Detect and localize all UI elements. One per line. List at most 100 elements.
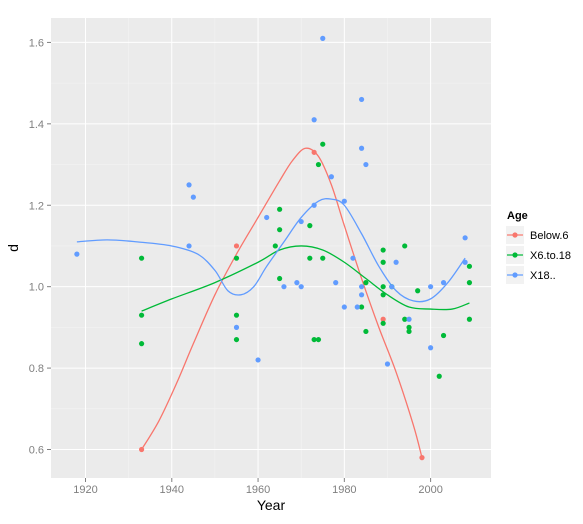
data-point-x18 (341, 198, 347, 204)
data-point-x18 (186, 243, 192, 249)
data-point-below-6 (419, 455, 425, 461)
data-point-below-6 (138, 446, 145, 453)
data-point-x6-to-18 (402, 316, 408, 322)
data-point-x18 (462, 235, 468, 241)
x-tick-label: 1980 (332, 484, 356, 496)
data-point-x18 (393, 259, 399, 265)
grid-layer (51, 18, 491, 478)
data-point-below-6 (380, 316, 386, 322)
data-point-x6-to-18 (380, 259, 386, 265)
data-point-x6-to-18 (277, 227, 283, 233)
y-tick-label: 0.8 (29, 363, 44, 375)
data-point-x6-to-18 (311, 336, 317, 343)
data-point-x6-to-18 (277, 275, 283, 282)
data-point-x6-to-18 (415, 288, 421, 294)
data-point-x6-to-18 (466, 263, 473, 269)
legend-label-x6-to-18: X6.to.18 (530, 250, 571, 262)
data-point-x18 (440, 280, 447, 286)
legend-key-point (512, 272, 518, 278)
data-point-x6-to-18 (363, 280, 369, 286)
data-point-x18 (311, 202, 317, 208)
data-point-x6-to-18 (402, 243, 408, 249)
data-point-x18 (311, 117, 317, 123)
data-point-x6-to-18 (406, 324, 412, 330)
axis-ticks: 1920 1940 1960 1980 2000 0.6 0.8 1.0 1.2 1.4 1.6 (29, 37, 443, 496)
smooth-line-below-6 (141, 147, 423, 458)
data-point-x6-to-18 (307, 223, 313, 229)
data-point-x6-to-18 (406, 328, 412, 335)
data-point-x6-to-18 (466, 316, 473, 322)
data-point-x6-to-18 (138, 255, 145, 261)
y-tick-label: 1.6 (29, 37, 44, 49)
y-axis-title: d (5, 244, 21, 252)
legend-key-point (512, 252, 518, 258)
data-point-x6-to-18 (466, 280, 473, 286)
data-point-x6-to-18 (380, 247, 386, 253)
x-tick-label: 1920 (73, 484, 97, 496)
data-point-x6-to-18 (307, 255, 313, 261)
data-points (74, 35, 473, 461)
data-point-x6-to-18 (363, 328, 369, 335)
data-point-x6-to-18 (315, 161, 322, 168)
data-point-x18 (358, 96, 365, 103)
data-point-x6-to-18 (272, 243, 278, 249)
data-point-x6-to-18 (358, 304, 365, 310)
legend-label-x18: X18.. (530, 270, 556, 282)
panel-background (51, 18, 491, 478)
data-point-x6-to-18 (277, 206, 283, 212)
data-point-x18 (406, 316, 412, 322)
data-point-x6-to-18 (436, 373, 442, 379)
data-point-x18 (320, 35, 326, 41)
data-point-x18 (358, 292, 365, 298)
x-axis-title: Year (257, 497, 286, 513)
legend-title: Age (507, 210, 528, 222)
data-point-x6-to-18 (315, 336, 322, 343)
data-point-x6-to-18 (233, 336, 240, 343)
data-point-x18 (298, 218, 304, 225)
y-tick-label: 1.4 (29, 119, 44, 131)
y-tick-label: 0.6 (29, 445, 44, 457)
y-tick-label: 1.2 (29, 200, 44, 212)
data-point-x18 (354, 304, 360, 310)
data-point-x18 (358, 145, 365, 151)
data-point-x6-to-18 (138, 341, 145, 347)
data-point-x18 (298, 284, 304, 290)
data-point-x18 (341, 304, 347, 310)
legend-label-below-6: Below.6 (530, 230, 569, 242)
data-point-x18 (186, 182, 192, 188)
data-point-x18 (462, 259, 468, 265)
x-tick-label: 1940 (160, 484, 184, 496)
y-tick-label: 1.0 (29, 282, 44, 294)
x-tick-label: 2000 (418, 484, 442, 496)
data-point-below-6 (311, 149, 317, 155)
data-point-x6-to-18 (233, 255, 240, 261)
data-point-x18 (190, 194, 196, 200)
data-point-x18 (328, 174, 334, 180)
data-point-x6-to-18 (233, 312, 240, 318)
data-point-x6-to-18 (380, 320, 386, 326)
data-point-x18 (363, 161, 369, 168)
legend: Age Below.6 X6.to.18 X18.. (506, 210, 571, 284)
legend-item-x18: X18.. (506, 266, 556, 284)
data-point-x18 (350, 255, 356, 261)
data-point-x18 (333, 280, 339, 286)
data-point-x18 (389, 284, 395, 290)
data-point-x18 (255, 357, 261, 363)
legend-item-x6-to-18: X6.to.18 (506, 246, 571, 264)
data-point-x18 (384, 361, 391, 367)
data-point-x6-to-18 (440, 332, 447, 339)
data-point-x18 (358, 284, 365, 290)
data-point-x18 (281, 284, 287, 290)
data-point-x18 (74, 251, 80, 257)
data-point-x18 (294, 280, 300, 286)
legend-key-point (512, 232, 518, 238)
data-point-x6-to-18 (320, 141, 326, 147)
data-point-x18 (264, 214, 270, 221)
data-point-x6-to-18 (320, 255, 326, 261)
data-point-x6-to-18 (380, 284, 386, 290)
data-point-x6-to-18 (138, 312, 145, 318)
smooth-lines (76, 147, 470, 458)
smooth-line-x18 (76, 198, 466, 303)
